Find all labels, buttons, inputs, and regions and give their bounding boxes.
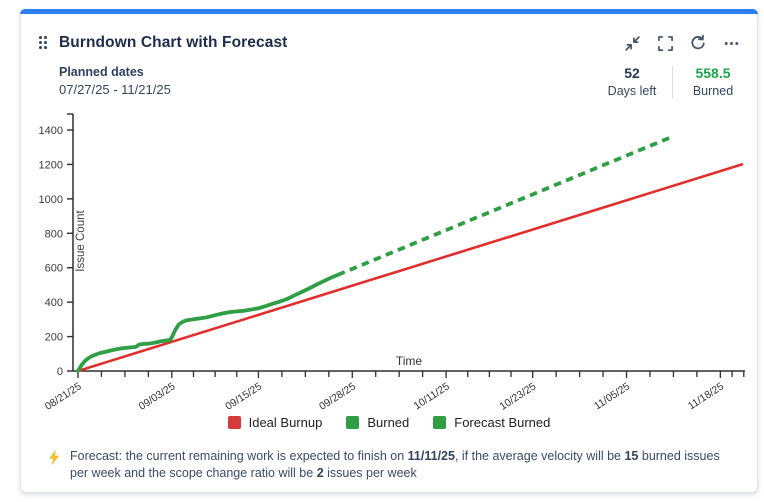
svg-text:11/18/25: 11/18/25 (686, 380, 726, 412)
svg-text:09/28/25: 09/28/25 (317, 380, 358, 412)
y-axis-title: Issue Count (75, 210, 87, 272)
forecast-velocity: 15 (624, 449, 639, 463)
burndown-chart-svg: 0 200 400 600 800 1000 1200 1400 08/21/25 09/03/2… (39, 113, 745, 413)
svg-text:11/05/25: 11/05/25 (592, 380, 632, 412)
svg-text:200: 200 (45, 332, 63, 344)
widget-meta-row: Planned dates 07/27/25 - 11/21/25 52 Day… (59, 65, 739, 98)
forecast-text: Forecast: the current remaining work is … (70, 449, 720, 480)
svg-text:0: 0 (57, 366, 63, 378)
more-icon[interactable] (721, 33, 741, 53)
widget-header: Burndown Chart with Forecast (37, 30, 741, 56)
svg-text:09/15/25: 09/15/25 (223, 380, 264, 412)
days-left-value: 52 (624, 65, 640, 81)
legend-swatch-forecast (433, 416, 447, 429)
svg-text:800: 800 (45, 228, 63, 240)
forecast-note: Forecast: the current remaining work is … (47, 448, 735, 482)
planned-dates-value: 07/27/25 - 11/21/25 (59, 82, 171, 97)
widget-accent-bar (20, 9, 758, 14)
fullscreen-icon[interactable] (655, 33, 675, 53)
days-left-stat: 52 Days left (606, 65, 658, 98)
burned-label: Burned (692, 84, 734, 98)
svg-text:400: 400 (45, 297, 63, 309)
svg-text:08/21/25: 08/21/25 (43, 380, 84, 412)
planned-dates-block: Planned dates 07/27/25 - 11/21/25 (59, 65, 171, 97)
svg-text:1000: 1000 (39, 194, 63, 206)
svg-text:10/23/25: 10/23/25 (498, 380, 539, 412)
chart-legend: Ideal Burnup Burned Forecast Burned (21, 415, 757, 430)
forecast-line (337, 135, 671, 277)
svg-text:600: 600 (45, 263, 63, 275)
legend-item-forecast-burned[interactable]: Forecast Burned (433, 415, 550, 430)
stats-divider (672, 65, 673, 98)
legend-swatch-burned (346, 416, 360, 429)
forecast-finish-date: 11/11/25 (407, 449, 455, 463)
drag-handle-icon[interactable] (37, 34, 50, 52)
stats-block: 52 Days left 558.5 Burned (606, 65, 739, 98)
burndown-widget-card: Burndown Chart with Forecast (20, 9, 758, 493)
ideal-line (76, 163, 744, 373)
svg-text:09/03/25: 09/03/25 (137, 380, 178, 412)
forecast-scope-ratio: 2 (316, 466, 324, 480)
refresh-icon[interactable] (688, 33, 708, 53)
header-icon-group (622, 33, 741, 53)
lightning-icon (49, 449, 60, 466)
legend-item-burned[interactable]: Burned (346, 415, 409, 430)
burned-line (76, 273, 340, 373)
burned-stat: 558.5 Burned (687, 65, 739, 98)
burned-value: 558.5 (695, 65, 731, 81)
x-axis-title: Time (396, 354, 423, 368)
svg-text:1400: 1400 (39, 125, 63, 137)
legend-swatch-ideal (227, 416, 241, 429)
widget-title: Burndown Chart with Forecast (59, 34, 288, 51)
planned-dates-label: Planned dates (59, 65, 144, 79)
svg-text:1200: 1200 (39, 159, 63, 171)
days-left-label: Days left (607, 84, 657, 98)
svg-text:10/11/25: 10/11/25 (412, 380, 452, 412)
collapse-icon[interactable] (622, 33, 642, 53)
legend-item-ideal-burnup[interactable]: Ideal Burnup (227, 415, 322, 430)
